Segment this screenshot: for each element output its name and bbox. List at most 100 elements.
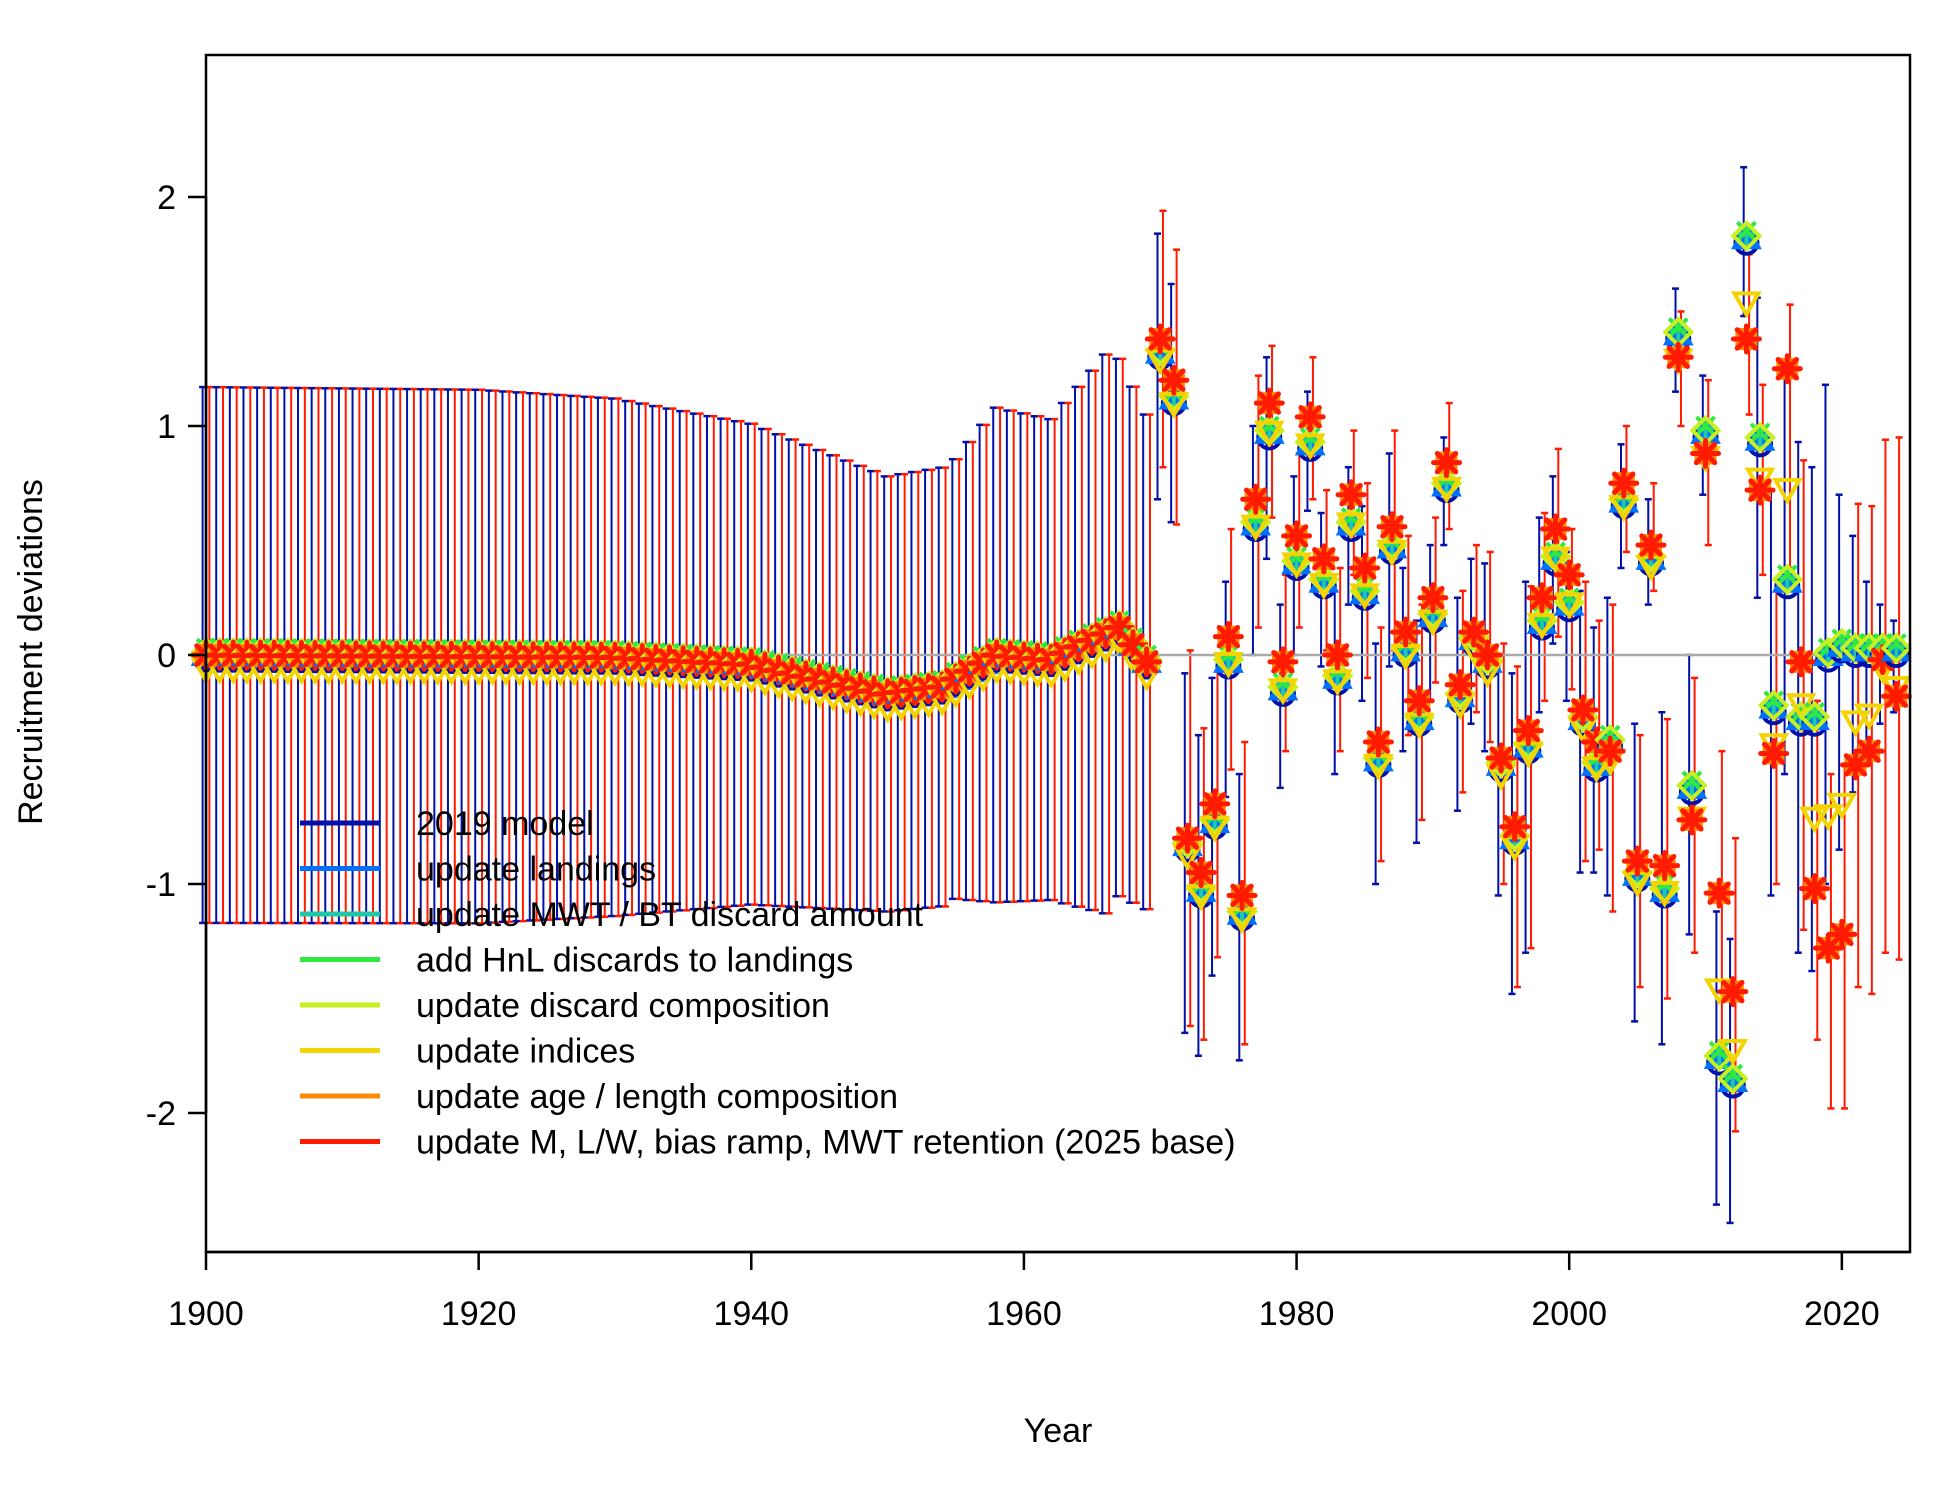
marker-2025-base-1985 (1349, 552, 1381, 584)
marker-update-indices-1999 (1540, 546, 1572, 574)
marker-2025-base-2002 (1580, 726, 1612, 758)
marker-discard-composition-1971 (1158, 380, 1190, 413)
marker-2025-base-1973 (1185, 857, 1217, 889)
marker-update-indices-2021 (1840, 710, 1871, 738)
marker-2025-base-2016 (1771, 353, 1803, 385)
marker-discard-composition-2018 (1798, 701, 1831, 733)
marker-2025-base-2019 (1812, 932, 1844, 964)
marker-hnl-discards-2015 (1763, 690, 1785, 712)
marker-2025-base-2008 (1662, 341, 1694, 373)
marker-hnl-discards-2014 (1749, 422, 1771, 444)
marker-update-indices-1998 (1526, 613, 1558, 641)
marker-update-indices-2020 (1826, 792, 1858, 820)
marker-2025-base-2022 (1853, 735, 1885, 767)
marker-2025-base-1989 (1403, 685, 1435, 717)
marker-update-indices-2013 (1730, 291, 1762, 319)
marker-update-indices-2022 (1853, 703, 1885, 731)
marker-2025-base-2003 (1594, 735, 1626, 767)
marker-2025-base-1978 (1253, 387, 1285, 419)
marker-hnl-discards-2013 (1736, 220, 1757, 242)
marker-2025-base-1997 (1512, 715, 1544, 747)
marker-2025-base-1963 (1049, 637, 1081, 669)
marker-update-indices-2016 (1771, 477, 1803, 506)
marker-update-indices-1982 (1308, 573, 1340, 601)
marker-2025-base-1998 (1526, 582, 1558, 614)
marker-update-indices-2002 (1581, 756, 1612, 784)
marker-discard-composition-2014 (1744, 421, 1776, 454)
marker-2025-base-1982 (1308, 543, 1340, 575)
axes: 1900 1920 1940 1960 1980 2000 2020 -2 -1 0 1 2 (146, 179, 1910, 1333)
marker-2025-base-2018 (1799, 873, 1831, 905)
marker-2025-base-1981 (1294, 401, 1326, 433)
marker-2025-base-1986 (1362, 726, 1394, 758)
marker-discard-composition-2012 (1716, 1062, 1749, 1095)
marker-discard-composition-1974 (1198, 804, 1231, 836)
marker-update-indices-2000 (1553, 592, 1585, 620)
legend-label-7: update M, L/W, bias ramp, MWT retention … (416, 1124, 1236, 1162)
y-tick-label--2: -2 (146, 1095, 176, 1133)
marker-2025-base-1970 (1144, 323, 1176, 355)
marker-2025-base-2006 (1635, 529, 1667, 561)
marker-2025-base-2017 (1785, 646, 1817, 678)
marker-discard-composition-1990 (1417, 597, 1449, 630)
marker-2025-base-2015 (1758, 737, 1790, 769)
marker-discard-composition-2009 (1676, 769, 1708, 802)
marker-2025-base-1964 (1062, 631, 1094, 663)
marker-2025-base-1984 (1335, 479, 1367, 511)
data-points (190, 220, 1913, 1099)
marker-update-indices-2019 (1812, 804, 1844, 832)
x-tick-label-1900: 1900 (168, 1295, 244, 1333)
marker-2025-base-2000 (1553, 559, 1585, 591)
x-tick-label-1960: 1960 (986, 1295, 1062, 1333)
marker-discard-composition-1976 (1226, 895, 1258, 928)
x-tick-label-1940: 1940 (713, 1295, 789, 1333)
marker-update-indices-2012 (1717, 1039, 1749, 1067)
marker-2025-base-1996 (1499, 811, 1531, 843)
legend-label-6: update age / length composition (416, 1078, 898, 1116)
marker-update-indices-1991 (1431, 476, 1462, 504)
marker-hnl-discards-2009 (1681, 770, 1703, 792)
marker-discard-composition-1989 (1403, 701, 1436, 733)
marker-2025-base-1979 (1267, 646, 1299, 678)
marker-2025-base-2014 (1744, 474, 1776, 506)
marker-2025-base-1999 (1540, 513, 1572, 545)
y-tick-label--1: -1 (146, 866, 176, 904)
legend-label-0: 2019 model (416, 805, 594, 843)
marker-2025-base-1976 (1226, 879, 1258, 911)
marker-2025-base-2012 (1717, 976, 1749, 1008)
marker-update-indices-2007 (1649, 881, 1681, 909)
marker-2025-base-1975 (1212, 621, 1244, 653)
marker-hnl-discards-2008 (1667, 317, 1689, 338)
marker-discard-composition-2004 (1607, 483, 1640, 516)
marker-2025-base-2007 (1649, 850, 1681, 882)
marker-2025-base-2005 (1621, 845, 1653, 877)
marker-update-indices-1983 (1322, 669, 1353, 697)
marker-2025-base-1988 (1390, 616, 1422, 648)
marker-hnl-discards-2016 (1776, 564, 1798, 586)
marker-2025-base-1965 (1076, 624, 1108, 656)
legend-label-2: update MWT / BT discard amount (416, 896, 924, 934)
marker-update-indices-1980 (1281, 552, 1313, 580)
marker-update-indices-1975 (1212, 652, 1244, 680)
y-tick-label-0: 0 (157, 637, 176, 675)
marker-2025-base-1969 (1131, 646, 1163, 678)
marker-2025-base-1993 (1458, 616, 1490, 648)
marker-2025-base-1966 (1090, 618, 1122, 650)
marker-2025-base-1987 (1376, 511, 1408, 543)
legend-label-5: update indices (416, 1033, 635, 1071)
marker-2025-base-2009 (1676, 804, 1708, 836)
legend-label-4: update discard composition (416, 987, 830, 1025)
marker-2025-base-1967 (1103, 612, 1135, 644)
marker-update-indices-2018 (1799, 806, 1831, 834)
marker-discard-composition-2013 (1730, 220, 1763, 252)
marker-2025-base-2004 (1608, 467, 1640, 499)
marker-update-indices-1981 (1294, 433, 1326, 461)
marker-2025-base-2010 (1690, 437, 1722, 469)
marker-2025-base-1980 (1281, 520, 1313, 552)
legend: 2019 model update landings update MWT / BT… (300, 805, 1236, 1162)
marker-discard-composition-2016 (1771, 563, 1804, 596)
x-tick-label-2000: 2000 (1531, 1295, 1607, 1333)
marker-discard-composition-1986 (1362, 742, 1395, 774)
